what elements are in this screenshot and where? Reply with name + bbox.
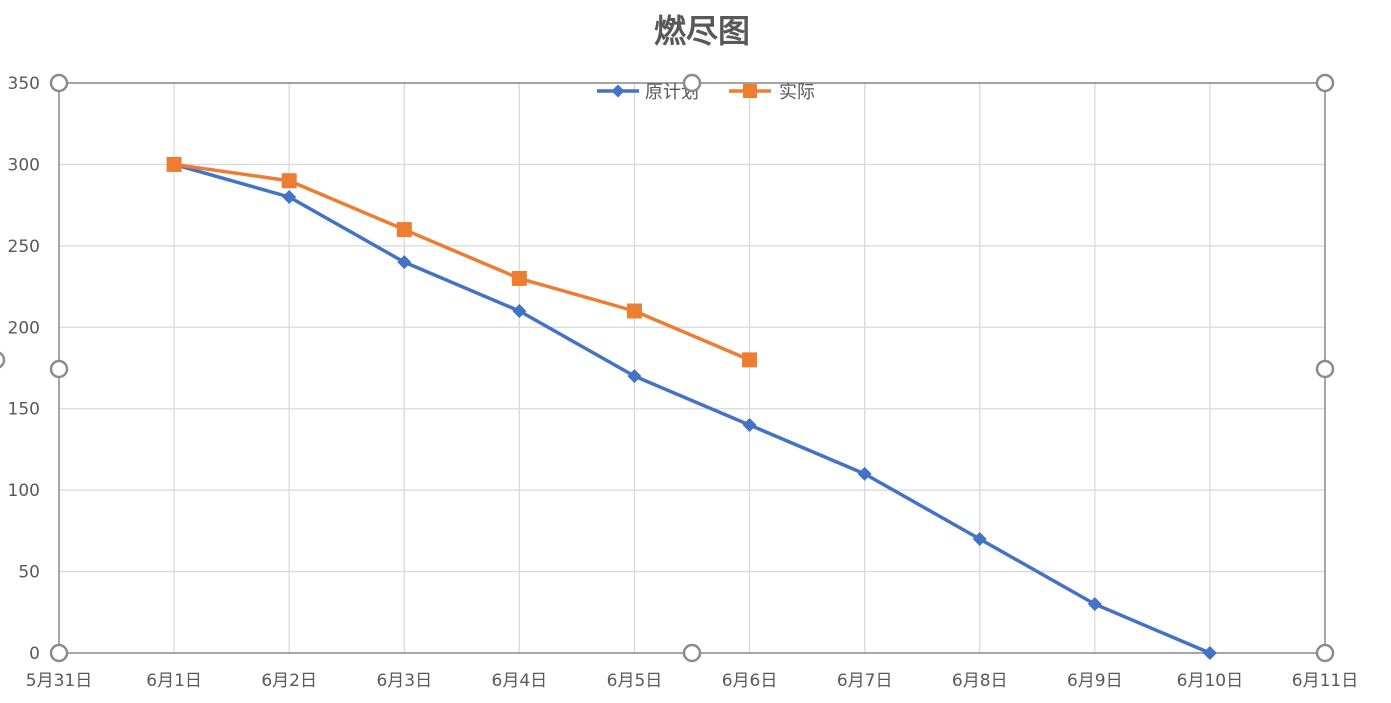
data-point-square[interactable] xyxy=(396,222,412,238)
data-point-diamond[interactable] xyxy=(857,466,872,481)
data-point-diamond[interactable] xyxy=(1202,646,1217,660)
legend-marker-diamond xyxy=(611,84,625,98)
x-tick-label: 6月5日 xyxy=(607,671,663,691)
resize-handle[interactable] xyxy=(49,643,69,663)
data-point-diamond[interactable] xyxy=(1087,597,1102,612)
chart-area-resize-handle[interactable] xyxy=(0,351,6,369)
resize-handle[interactable] xyxy=(682,643,702,663)
chart-title: 燃尽图 xyxy=(654,12,750,50)
x-tick-label: 6月8日 xyxy=(952,671,1008,691)
y-tick-label: 0 xyxy=(29,644,40,664)
data-point-square[interactable] xyxy=(742,352,758,368)
series-line[interactable] xyxy=(172,162,752,362)
x-tick-label: 6月9日 xyxy=(1067,671,1123,691)
resize-handle[interactable] xyxy=(682,73,702,93)
resize-handle[interactable] xyxy=(1315,359,1335,379)
data-point-diamond[interactable] xyxy=(512,304,527,318)
x-tick-label: 6月7日 xyxy=(837,671,893,691)
data-point-diamond[interactable] xyxy=(742,418,757,432)
y-tick-label: 100 xyxy=(8,481,40,501)
x-tick-label: 5月31日 xyxy=(26,671,92,691)
x-tick-label: 6月2日 xyxy=(261,671,317,691)
data-point-diamond[interactable] xyxy=(397,255,412,270)
y-tick-label: 250 xyxy=(8,237,40,257)
data-point-square[interactable] xyxy=(626,303,642,319)
y-tick-label: 200 xyxy=(8,318,40,338)
series-line[interactable] xyxy=(172,162,1212,655)
resize-handle[interactable] xyxy=(1315,643,1335,663)
data-point-diamond[interactable] xyxy=(282,190,297,204)
resize-handle[interactable] xyxy=(1315,73,1335,93)
series-layer xyxy=(166,156,1217,660)
axis-layer: 0 50 100 150 200 250 300 350 5月31日 6月1日 6月2日 6月3日 6月… xyxy=(8,74,1359,691)
grid-layer xyxy=(59,82,1325,653)
resize-handle[interactable] xyxy=(49,359,69,379)
resize-handle[interactable] xyxy=(49,73,69,93)
data-point-diamond[interactable] xyxy=(627,369,642,384)
x-tick-label: 6月11日 xyxy=(1292,671,1358,691)
x-tick-label: 6月10日 xyxy=(1177,671,1243,691)
y-tick-label: 50 xyxy=(18,563,40,583)
y-tick-label: 350 xyxy=(8,74,40,94)
legend-marker-square xyxy=(743,84,757,98)
data-point-square[interactable] xyxy=(511,270,527,286)
y-tick-label: 150 xyxy=(8,400,40,420)
legend[interactable]: 原计划 实际 xyxy=(597,82,815,103)
data-point-square[interactable] xyxy=(281,173,297,189)
x-tick-label: 6月4日 xyxy=(492,671,548,691)
data-point-square[interactable] xyxy=(166,156,182,172)
selection-handles[interactable] xyxy=(0,73,1335,663)
series-actual[interactable] xyxy=(166,156,758,368)
legend-item[interactable]: 实际 xyxy=(729,82,815,103)
y-tick-label: 300 xyxy=(8,155,40,175)
x-tick-label: 6月6日 xyxy=(722,671,778,691)
x-tick-label: 6月1日 xyxy=(146,671,202,691)
data-point-diamond[interactable] xyxy=(972,532,987,546)
legend-label: 实际 xyxy=(779,82,815,103)
x-tick-label: 6月3日 xyxy=(376,671,432,691)
